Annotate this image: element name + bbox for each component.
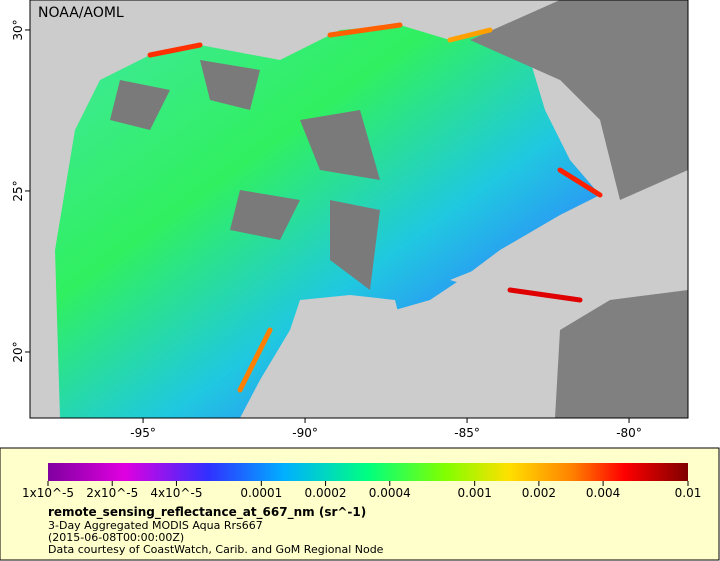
- map-image: [29, 0, 689, 419]
- credit: NOAA/AOML: [38, 5, 124, 21]
- legend-line: Data courtesy of CoastWatch, Carib. and …: [48, 543, 384, 556]
- colorbar-tick-label: 0.002: [522, 486, 556, 500]
- colorbar-tick-label: 0.0002: [305, 486, 347, 500]
- lon-tick-label: -80°: [616, 426, 642, 440]
- legend-line: (2015-06-08T00:00:00Z): [48, 531, 184, 544]
- lat-tick-label: 25°: [11, 180, 25, 201]
- lat-tick-label: 30°: [11, 19, 25, 40]
- legend-title: remote_sensing_reflectance_at_667_nm (sr…: [48, 505, 366, 520]
- colorbar-tick-label: 0.004: [586, 486, 620, 500]
- colorbar-tick-label: 0.0004: [369, 486, 411, 500]
- colorbar-tick-label: 2x10^-5: [86, 486, 138, 500]
- colorbar-tick-label: 4x10^-5: [150, 486, 202, 500]
- lon-tick-label: -90°: [292, 426, 318, 440]
- colorbar-tick-label: 1x10^-5: [22, 486, 74, 500]
- lon-tick-label: -95°: [130, 426, 156, 440]
- lat-tick-label: 20°: [11, 341, 25, 362]
- colorbar-tick-label: 0.001: [457, 486, 491, 500]
- colorbar-tick-label: 0.0001: [240, 486, 282, 500]
- colorbar: [48, 463, 688, 481]
- lon-tick-label: -85°: [454, 426, 480, 440]
- legend-line: 3-Day Aggregated MODIS Aqua Rrs667: [48, 519, 263, 532]
- colorbar-tick-label: 0.01: [675, 486, 702, 500]
